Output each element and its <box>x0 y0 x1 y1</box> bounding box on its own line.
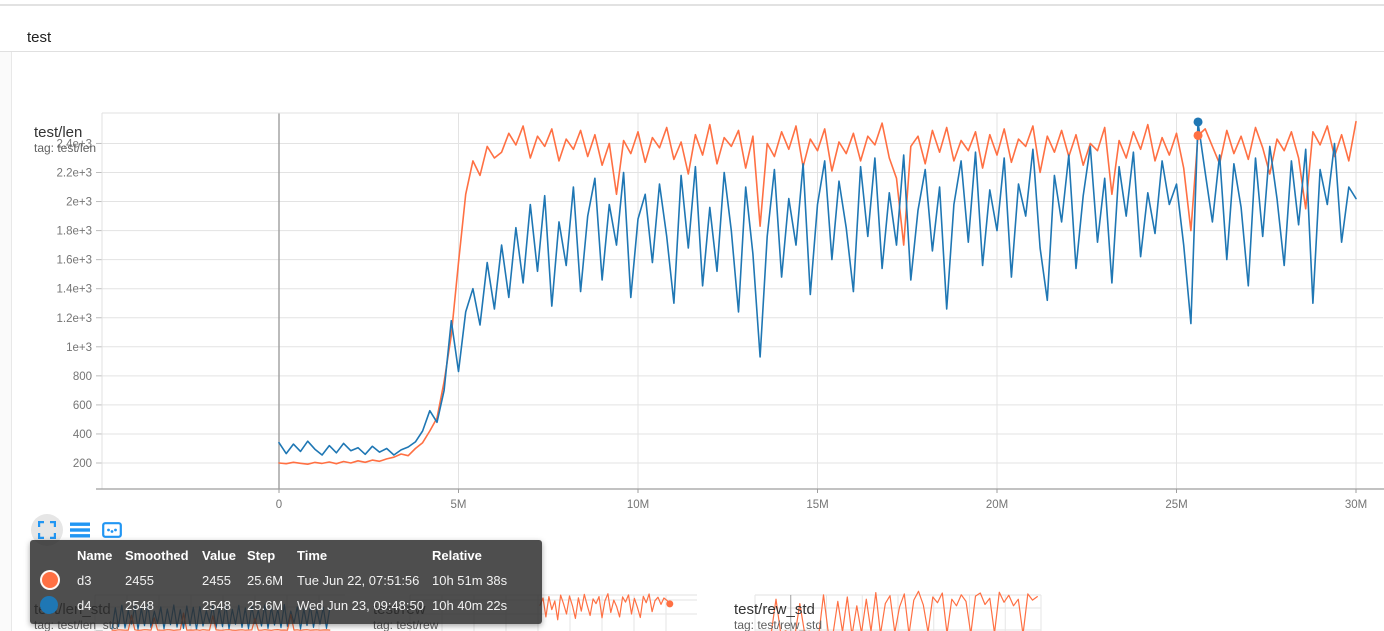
svg-text:1.6e+3: 1.6e+3 <box>57 255 93 267</box>
svg-text:200: 200 <box>73 458 92 470</box>
run-color-swatch-d3 <box>40 570 60 590</box>
hamburger-icon <box>70 522 90 538</box>
svg-text:30M: 30M <box>1345 499 1367 511</box>
mini-chart-title-rew-std: test/rew_std <box>734 601 815 618</box>
svg-text:600: 600 <box>73 400 92 412</box>
svg-text:2.2e+3: 2.2e+3 <box>57 168 93 180</box>
tooltip-table: Name Smoothed Value Step Time Relative d… <box>40 545 532 617</box>
svg-text:15M: 15M <box>806 499 828 511</box>
section-title: test <box>27 29 52 46</box>
svg-text:800: 800 <box>73 371 92 383</box>
expand-icon <box>38 521 56 539</box>
svg-text:10M: 10M <box>627 499 649 511</box>
svg-text:400: 400 <box>73 429 92 441</box>
svg-text:1.2e+3: 1.2e+3 <box>57 313 93 325</box>
svg-text:20M: 20M <box>986 499 1008 511</box>
mini-chart-tag-rew-std: tag: test/rew_std <box>734 618 823 631</box>
fit-domain-icon <box>102 522 122 538</box>
section-header-test[interactable]: test <box>0 6 1384 52</box>
previous-section-divider <box>0 0 1384 6</box>
chart-tooltip: Name Smoothed Value Step Time Relative d… <box>30 540 542 624</box>
tooltip-row-d3: d3 2455 2455 25.6M Tue Jun 22, 07:51:56 … <box>40 567 532 593</box>
main-chart-title: test/len <box>34 124 83 141</box>
tooltip-header-step: Step <box>247 548 276 563</box>
tooltip-header-time: Time <box>297 548 328 563</box>
main-chart-tag: tag: test/len <box>34 141 97 155</box>
svg-text:1e+3: 1e+3 <box>66 342 92 354</box>
svg-text:2.4e+3: 2.4e+3 <box>57 138 93 150</box>
svg-text:2e+3: 2e+3 <box>66 197 92 209</box>
svg-text:1.8e+3: 1.8e+3 <box>57 226 93 238</box>
tooltip-header-smoothed: Smoothed <box>125 548 189 563</box>
tooltip-header-relative: Relative <box>432 548 482 563</box>
tooltip-swatch-header <box>40 545 77 567</box>
tooltip-row-d4: d4 2548 2548 25.6M Wed Jun 23, 09:48:50 … <box>40 593 532 617</box>
svg-text:0: 0 <box>276 499 282 511</box>
svg-text:25M: 25M <box>1165 499 1187 511</box>
runs-menu-button[interactable] <box>63 514 95 546</box>
svg-text:1.4e+3: 1.4e+3 <box>57 284 93 296</box>
svg-text:5M: 5M <box>451 499 467 511</box>
tooltip-header-value: Value <box>202 548 236 563</box>
run-color-swatch-d4 <box>40 596 58 614</box>
tooltip-header-name: Name <box>77 548 113 563</box>
fit-domain-button[interactable] <box>95 514 127 546</box>
